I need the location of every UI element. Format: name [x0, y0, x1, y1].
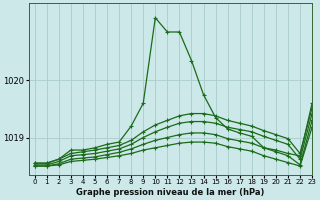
- X-axis label: Graphe pression niveau de la mer (hPa): Graphe pression niveau de la mer (hPa): [76, 188, 265, 197]
